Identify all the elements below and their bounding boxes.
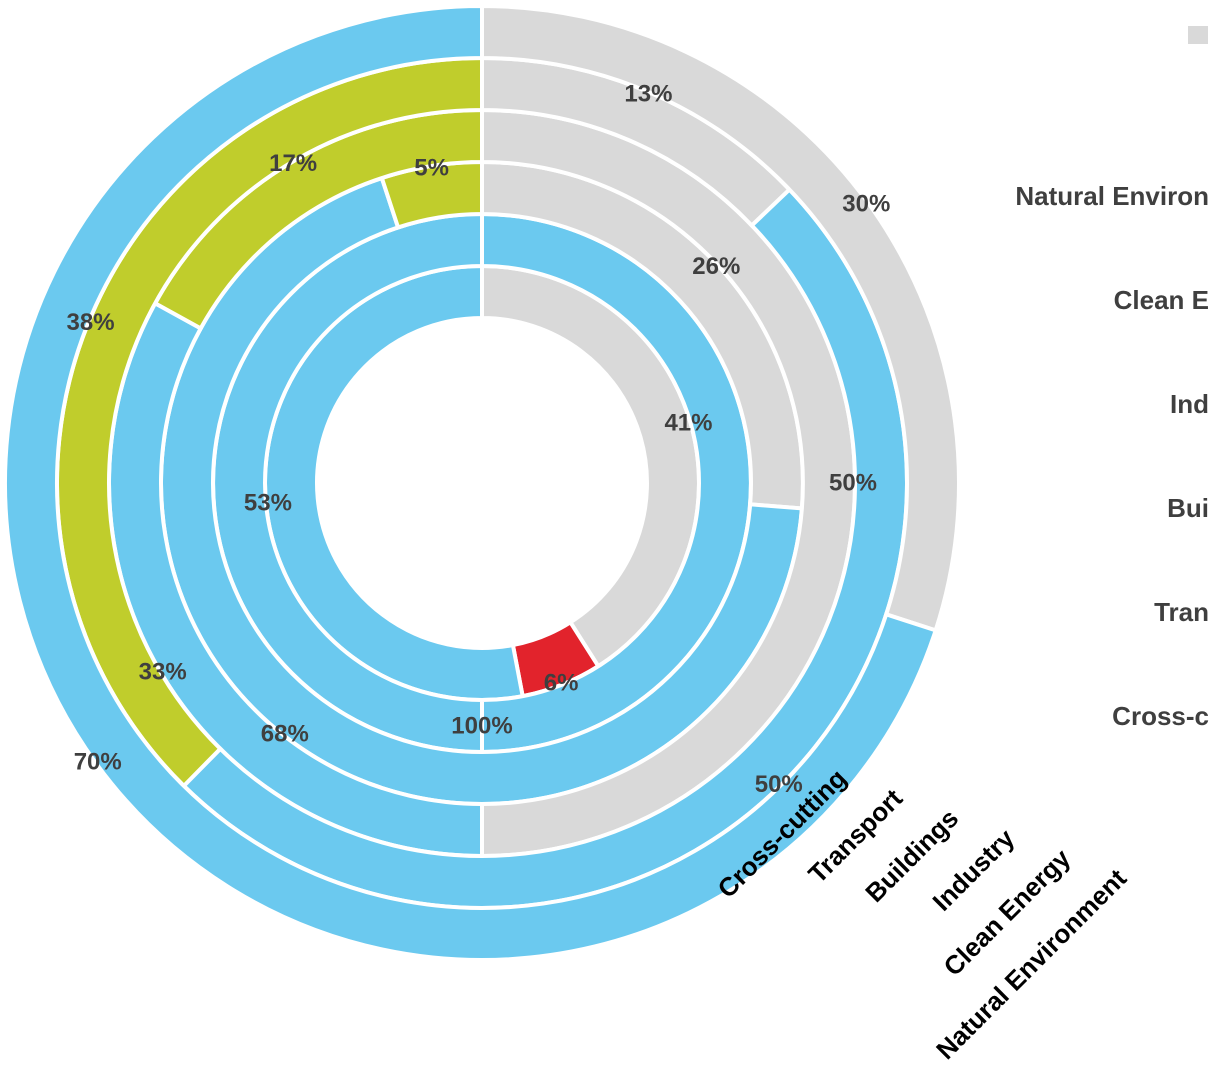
- legend-entry-0: Natural Environ: [1015, 181, 1209, 211]
- ring-cross-cutting-value-label-0: 41%: [664, 410, 712, 437]
- ring-industry-value-label-1: 33%: [139, 658, 187, 685]
- ring-clean-energy-value-label-0: 13%: [624, 81, 672, 108]
- chart-legend: Natural Environ Clean E Ind Bui Tran Cross-c: [1015, 26, 1209, 731]
- legend-entry-5: Cross-c: [1112, 701, 1209, 731]
- ring-cross-cutting-value-label-1: 6%: [544, 669, 579, 696]
- legend-entry-1: Clean E: [1114, 285, 1209, 315]
- legend-entry-3: Bui: [1167, 493, 1209, 523]
- chart-rings: [3, 3, 961, 962]
- ring-buildings-value-label-1: 68%: [261, 720, 309, 747]
- ring-buildings-value-label-0: 26%: [692, 253, 740, 280]
- chart-percent-labels: 41% 6% 53% 100% 26% 68% 5% 50% 33% 17% 13% 50% 38% 30…: [67, 81, 891, 798]
- ring-natural-environment-segment-1: [3, 3, 939, 962]
- ring-clean-energy-value-label-1: 50%: [755, 771, 803, 798]
- legend-entry-4: Tran: [1154, 597, 1209, 627]
- ring-natural-environment-value-label-1: 70%: [74, 749, 122, 776]
- ring-industry-value-label-0: 50%: [829, 470, 877, 497]
- ring-clean-energy-value-label-2: 38%: [67, 309, 115, 336]
- legend-marker: [1188, 26, 1208, 44]
- ring-industry-value-label-2: 17%: [269, 150, 317, 177]
- ring-natural-environment-value-label-0: 30%: [842, 190, 890, 217]
- ring-cross-cutting-value-label-2: 53%: [244, 490, 292, 517]
- ring-buildings-value-label-2: 5%: [414, 155, 449, 182]
- legend-entry-2: Ind: [1170, 389, 1209, 419]
- ring-transport-value-label-0: 100%: [451, 713, 512, 740]
